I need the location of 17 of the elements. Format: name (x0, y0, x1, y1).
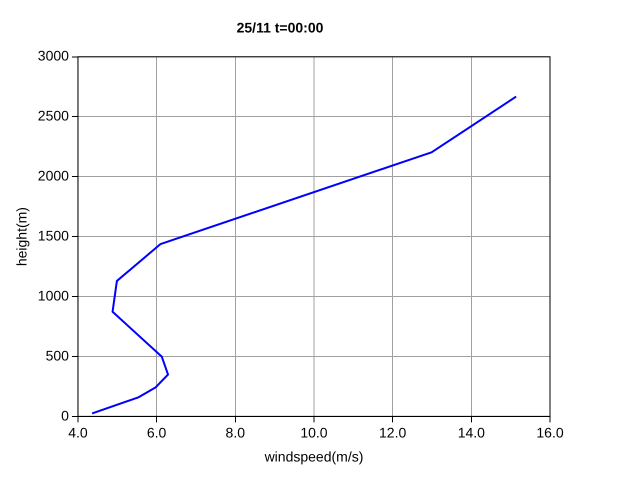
y-tick-label: 1500 (38, 227, 70, 244)
y-tick-label: 500 (46, 347, 70, 364)
y-tick-label: 2000 (38, 168, 70, 184)
y-tick-label: 0 (61, 407, 70, 424)
x-tick-label: 8.0 (226, 424, 246, 441)
y-axis-title: height(m) (13, 207, 30, 266)
x-tick-label: 14.0 (458, 424, 486, 441)
x-tick-label: 6.0 (146, 424, 167, 441)
x-tick-label: 16.0 (536, 424, 564, 441)
x-tick-label: 12.0 (379, 424, 406, 441)
y-tick-label: 3000 (38, 48, 70, 64)
y-tick-label: 1000 (38, 287, 70, 304)
x-axis-title: windspeed(m/s) (264, 448, 364, 464)
y-tick-label: 2500 (38, 108, 70, 124)
x-tick-label: 4.0 (68, 424, 88, 441)
x-tick-label: 10.0 (300, 424, 328, 441)
chart-title: 25/11 t=00:00 (236, 19, 324, 36)
